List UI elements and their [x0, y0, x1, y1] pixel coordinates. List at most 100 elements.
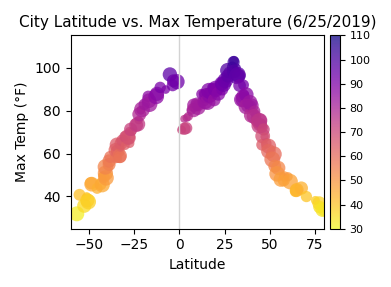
Point: [184, 115, 190, 120]
Point: [281, 174, 287, 179]
Point: [229, 65, 235, 69]
Point: [135, 122, 141, 127]
Point: [185, 114, 192, 119]
Point: [183, 126, 189, 130]
Point: [230, 60, 237, 64]
Point: [223, 77, 229, 82]
Point: [99, 183, 105, 187]
Point: [136, 112, 142, 117]
Point: [269, 157, 275, 162]
Point: [225, 74, 231, 78]
Point: [303, 194, 310, 199]
Point: [122, 134, 128, 139]
Point: [236, 73, 242, 78]
Point: [233, 65, 240, 70]
Point: [126, 135, 132, 140]
Point: [99, 174, 106, 178]
Point: [83, 194, 90, 199]
Point: [76, 193, 83, 197]
Point: [204, 93, 210, 98]
Point: [241, 92, 248, 96]
Point: [153, 94, 160, 99]
Point: [285, 174, 291, 179]
Point: [163, 87, 169, 92]
Point: [240, 83, 247, 87]
Point: [199, 91, 206, 96]
Point: [247, 104, 253, 108]
Point: [136, 118, 142, 122]
Point: [265, 144, 272, 148]
Point: [119, 138, 126, 143]
Point: [145, 94, 151, 99]
Point: [103, 176, 109, 180]
Point: [206, 88, 212, 93]
Point: [117, 146, 124, 150]
Point: [102, 171, 109, 175]
Point: [260, 134, 266, 138]
Point: [219, 82, 225, 86]
Point: [298, 186, 305, 190]
Point: [292, 189, 298, 194]
Point: [226, 70, 233, 75]
Point: [114, 142, 120, 147]
Point: [251, 116, 258, 120]
Point: [281, 178, 287, 183]
Point: [243, 92, 249, 97]
Point: [85, 199, 91, 204]
Point: [206, 93, 213, 98]
Point: [117, 154, 123, 158]
Y-axis label: Max Temp (°F): Max Temp (°F): [15, 82, 29, 182]
Point: [107, 155, 113, 159]
Point: [252, 119, 258, 123]
Point: [106, 159, 112, 163]
Point: [219, 87, 225, 92]
Point: [259, 125, 265, 130]
Point: [316, 201, 322, 205]
Point: [256, 123, 262, 128]
Point: [319, 208, 326, 212]
Point: [316, 205, 323, 209]
Point: [233, 74, 240, 79]
Point: [157, 85, 163, 90]
Point: [240, 97, 246, 102]
Point: [249, 113, 255, 117]
Point: [252, 113, 258, 117]
Point: [222, 78, 228, 83]
Point: [293, 188, 300, 193]
Point: [263, 141, 269, 146]
Point: [321, 208, 328, 212]
Point: [240, 94, 246, 99]
Point: [259, 142, 265, 147]
Point: [117, 155, 123, 159]
Point: [133, 123, 139, 127]
Point: [101, 175, 108, 180]
Point: [256, 119, 262, 123]
Point: [169, 83, 176, 88]
Point: [235, 72, 241, 77]
Point: [204, 100, 211, 104]
Point: [102, 164, 109, 169]
Point: [113, 148, 119, 152]
Point: [198, 92, 204, 96]
Point: [178, 128, 185, 132]
Point: [190, 108, 197, 113]
Point: [88, 181, 94, 185]
Point: [257, 118, 263, 123]
Point: [230, 69, 237, 73]
Point: [147, 102, 153, 106]
Point: [237, 83, 243, 88]
Point: [113, 149, 119, 153]
Point: [287, 179, 293, 184]
Point: [154, 92, 160, 96]
Point: [272, 164, 278, 168]
Point: [213, 88, 219, 93]
Point: [274, 172, 280, 176]
Point: [213, 86, 219, 91]
Point: [251, 109, 258, 113]
Point: [208, 85, 215, 89]
Point: [194, 102, 200, 106]
Point: [167, 72, 173, 77]
Point: [146, 98, 152, 103]
Point: [247, 100, 253, 105]
Point: [126, 129, 133, 134]
